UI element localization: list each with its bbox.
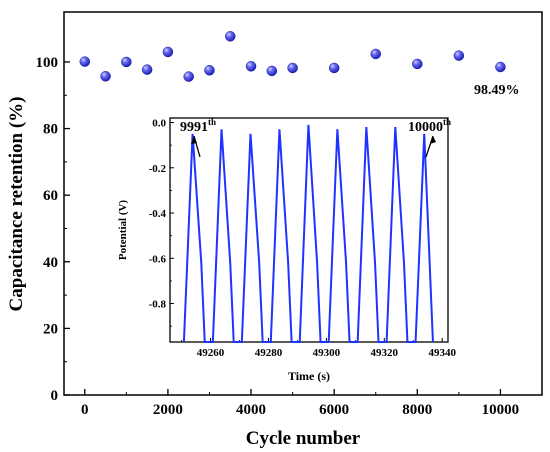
data-point (121, 56, 132, 68)
data-point (495, 61, 506, 73)
main-y-axis-title: Capacitance retention (%) (6, 97, 27, 312)
inset-x-axis: 49260 49280 49300 49320 49340 (181, 338, 456, 359)
data-point (100, 71, 111, 82)
main-y-tick-label: 0 (51, 388, 59, 404)
main-y-tick-label: 60 (43, 188, 58, 204)
data-point (183, 71, 194, 82)
main-y-tick-label: 20 (43, 321, 58, 337)
inset-y-tick-label: -0.6 (149, 253, 167, 265)
main-y-tick-label: 80 (43, 122, 58, 138)
main-x-tick-label: 10000 (482, 402, 520, 418)
inset-annotation-9991-sup: th (208, 117, 216, 127)
main-x-tick-label: 4000 (236, 402, 266, 418)
inset-annotation-10000-base: 10000 (408, 120, 443, 135)
inset-x-tick-label: 49340 (428, 347, 456, 359)
data-point (162, 46, 174, 58)
inset-annotation-9991: 9991th (180, 117, 216, 135)
data-point (287, 62, 298, 74)
inset-annotation-10000: 10000th (408, 117, 451, 135)
inset-y-tick-label: 0.0 (152, 118, 166, 130)
main-data-points (79, 31, 506, 82)
inset-x-tick-label: 49260 (197, 347, 225, 359)
data-point (225, 31, 236, 42)
inset-arrow-9991 (191, 135, 201, 158)
main-y-tick-label: 40 (43, 255, 58, 271)
retention-annotation: 98.49% (474, 83, 520, 98)
inset-x-tick-label: 49300 (313, 347, 341, 359)
inset-y-axis-title: Potential (V) (117, 200, 129, 261)
main-y-axis: 0 20 40 60 80 100 (36, 55, 70, 404)
data-point (79, 56, 91, 67)
inset-potential-curve (182, 124, 434, 343)
main-x-tick-label: 8000 (402, 402, 432, 418)
main-y-tick-label: 100 (36, 55, 59, 71)
data-point (245, 61, 257, 72)
main-plot-frame (63, 11, 543, 396)
inset-y-tick-label: -0.4 (149, 208, 167, 220)
inset-x-tick-label: 49320 (371, 347, 399, 359)
main-x-tick-label: 6000 (319, 402, 349, 418)
inset-y-axis: 0.0 -0.2 -0.4 -0.6 -0.8 (149, 118, 174, 327)
inset-x-axis-title: Time (s) (288, 369, 330, 383)
inset-y-tick-label: -0.2 (149, 163, 167, 175)
main-x-tick-label: 2000 (153, 402, 183, 418)
inset-annotation-10000-sup: th (443, 117, 451, 127)
data-point (370, 48, 381, 60)
data-point (266, 65, 278, 77)
main-x-axis-title: Cycle number (246, 428, 361, 449)
main-x-axis: 0 2000 4000 6000 8000 10000 (81, 389, 519, 418)
inset-y-tick-label: -0.8 (149, 299, 167, 311)
data-point (328, 62, 340, 74)
data-point (204, 65, 215, 76)
data-point (412, 58, 423, 70)
inset-annotation-9991-base: 9991 (180, 120, 208, 135)
data-point (453, 50, 465, 61)
main-x-tick-label: 0 (81, 402, 89, 418)
inset-x-tick-label: 49280 (255, 347, 283, 359)
inset-arrow-10000 (425, 135, 436, 158)
data-point (141, 64, 153, 75)
